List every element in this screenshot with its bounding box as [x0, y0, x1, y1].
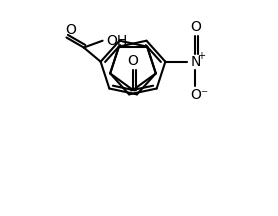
Text: O: O	[190, 20, 201, 34]
Text: OH: OH	[106, 34, 127, 48]
Text: O: O	[66, 23, 76, 37]
Text: +: +	[197, 51, 205, 61]
Text: O⁻: O⁻	[190, 88, 208, 102]
Text: N: N	[190, 55, 200, 69]
Text: O: O	[128, 54, 138, 68]
